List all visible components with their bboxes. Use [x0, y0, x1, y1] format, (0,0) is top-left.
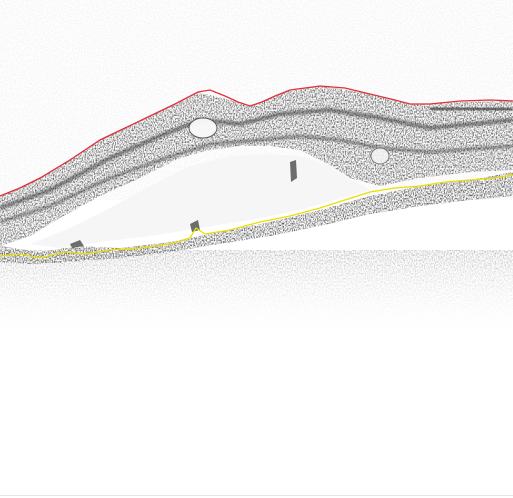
intraretinal-cyst-2 [370, 147, 390, 165]
retina-layer-stripe-2 [0, 134, 513, 224]
rpe-band [0, 172, 513, 264]
rpe-boundary-line [0, 174, 513, 259]
intraretinal-cyst-1 [188, 117, 218, 139]
ilm-boundary-line [0, 85, 513, 197]
retina-layer-stripe-3 [430, 105, 513, 113]
retina-inner-band [0, 86, 513, 246]
bottom-border [0, 495, 513, 496]
subretinal-fluid [30, 154, 370, 248]
retina-layer-stripe-1 [0, 107, 513, 210]
choroid-shadow [0, 250, 513, 340]
